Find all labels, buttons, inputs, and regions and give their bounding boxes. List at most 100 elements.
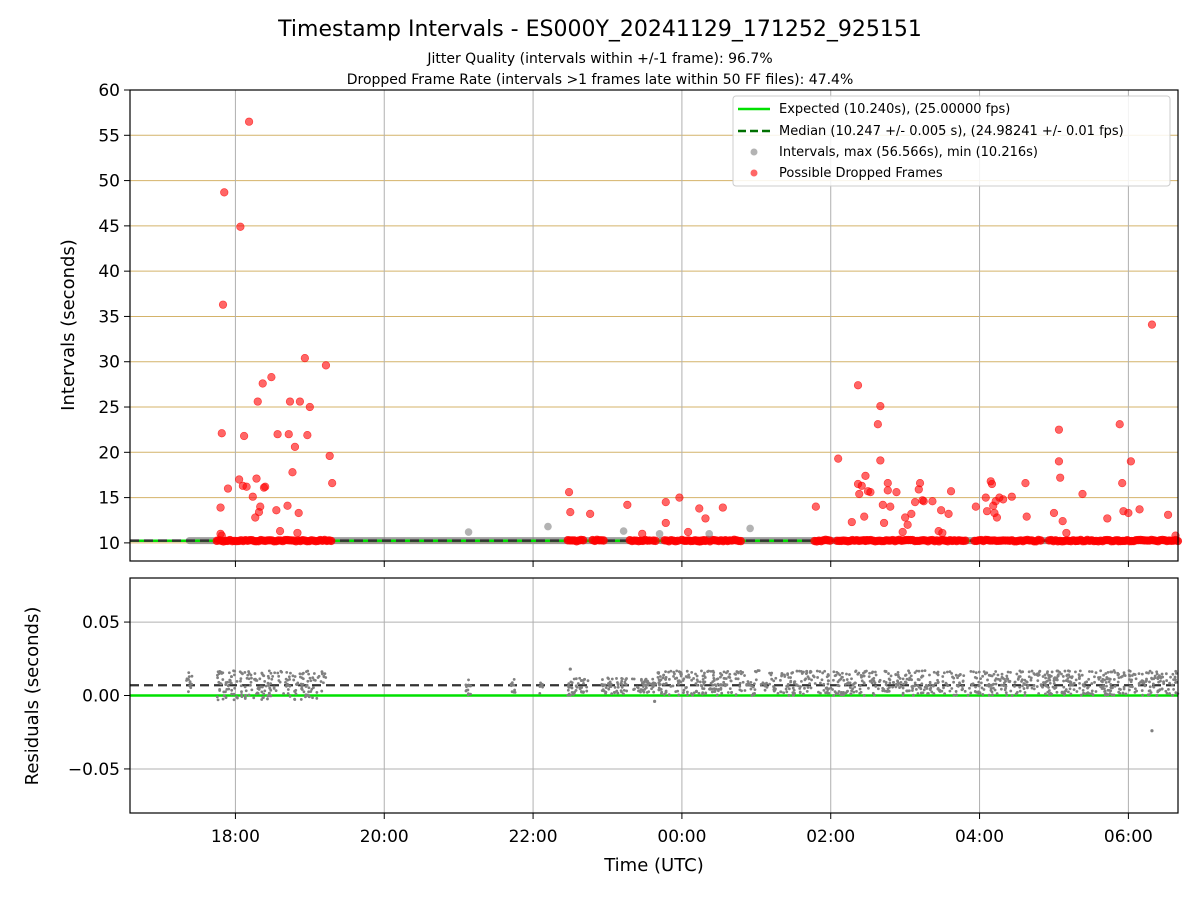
top-plot-frame <box>129 89 1179 562</box>
residual-point <box>694 672 697 676</box>
top-axes: 10 15 20 25 30 35 40 45 50 55 60 <box>98 81 1129 567</box>
residual-point <box>825 690 829 694</box>
residual-point <box>604 690 608 694</box>
residual-point <box>538 691 542 695</box>
residual-point <box>307 690 311 694</box>
dropped-frame-point <box>928 497 937 506</box>
residual-point <box>1088 692 1092 696</box>
residual-point <box>667 677 671 681</box>
x-axis-label: Time (UTC) <box>603 855 704 876</box>
residual-point <box>702 682 706 686</box>
residual-point <box>702 687 706 691</box>
residual-point <box>255 691 259 695</box>
dropped-frame-point <box>256 502 265 511</box>
top-y-tick-label: 15 <box>98 489 120 509</box>
residual-point <box>1041 675 1045 678</box>
residual-point <box>836 684 840 687</box>
residual-point <box>887 677 891 681</box>
residual-point <box>1005 677 1009 680</box>
residual-point <box>989 686 993 690</box>
residual-point <box>579 690 583 693</box>
residual-point <box>994 677 998 681</box>
residual-point <box>1127 673 1131 677</box>
residual-point <box>728 687 732 691</box>
residual-point <box>1155 670 1159 674</box>
residual-point <box>657 688 661 692</box>
residual-point <box>686 693 689 696</box>
residual-point <box>785 690 789 694</box>
residual-point <box>962 674 966 678</box>
residual-point <box>222 694 226 698</box>
dropped-frame-point <box>638 529 647 538</box>
dropped-frame-point <box>623 500 632 509</box>
bottom-points <box>185 667 1180 733</box>
residual-point <box>989 684 993 687</box>
residual-point <box>1173 675 1177 679</box>
residual-point <box>832 693 836 697</box>
residual-point <box>679 674 683 678</box>
residual-point <box>776 692 780 695</box>
residual-point <box>1045 679 1049 683</box>
residual-point <box>1068 669 1071 673</box>
residual-point <box>1067 690 1070 694</box>
dropped-frame-point <box>873 420 882 429</box>
residual-point <box>827 687 830 691</box>
dropped-frame-point <box>811 502 820 511</box>
dropped-frame-point <box>566 507 575 517</box>
residual-point <box>761 681 765 685</box>
residual-point <box>1158 688 1162 692</box>
residual-point <box>853 685 857 689</box>
residual-point <box>981 674 985 678</box>
dropped-frame-point <box>293 528 302 538</box>
residual-point <box>805 689 809 693</box>
residual-point <box>787 693 791 697</box>
residual-point <box>307 695 311 699</box>
residual-point <box>216 676 219 680</box>
residual-point <box>243 685 247 689</box>
residual-point <box>948 689 952 693</box>
dropped-frame-point <box>564 488 574 497</box>
residual-point <box>260 690 264 694</box>
residual-point <box>808 682 812 686</box>
residual-point <box>782 691 786 695</box>
residual-point <box>954 690 958 693</box>
residual-point <box>770 677 774 681</box>
residual-point <box>722 670 726 674</box>
residual-point <box>1068 675 1072 679</box>
residual-point <box>276 671 280 675</box>
residual-point <box>302 690 306 694</box>
residual-point <box>932 684 935 688</box>
residual-point <box>625 677 628 680</box>
top-y-tick-label: 40 <box>98 262 120 282</box>
residual-point <box>215 695 219 699</box>
residual-point <box>994 682 998 686</box>
residual-point <box>607 677 610 681</box>
residual-point <box>1155 694 1159 697</box>
residual-point <box>719 675 722 679</box>
legend-intervals-swatch <box>750 148 758 156</box>
dropped-frame-point <box>252 474 261 483</box>
dropped-frame-point <box>695 504 704 513</box>
residual-point <box>867 686 870 690</box>
residual-point <box>805 669 809 673</box>
residual-point <box>923 669 927 673</box>
residual-point <box>753 688 757 692</box>
residual-point <box>836 680 840 684</box>
residual-point <box>1086 685 1090 689</box>
residual-point <box>1081 683 1085 687</box>
residual-point <box>664 676 668 679</box>
residual-point <box>726 691 730 694</box>
residual-point <box>1112 669 1116 672</box>
dropped-frame-point <box>857 481 866 490</box>
residual-point <box>769 673 773 677</box>
residual-point <box>909 674 913 678</box>
residual-point <box>858 684 862 688</box>
residual-point <box>305 670 308 674</box>
top-y-tick-label: 45 <box>98 217 120 237</box>
residual-point <box>968 686 971 690</box>
residual-point <box>671 684 675 688</box>
residual-point <box>1128 678 1131 681</box>
residual-point <box>1035 685 1039 688</box>
residual-point <box>904 681 908 685</box>
residual-point <box>299 698 303 701</box>
